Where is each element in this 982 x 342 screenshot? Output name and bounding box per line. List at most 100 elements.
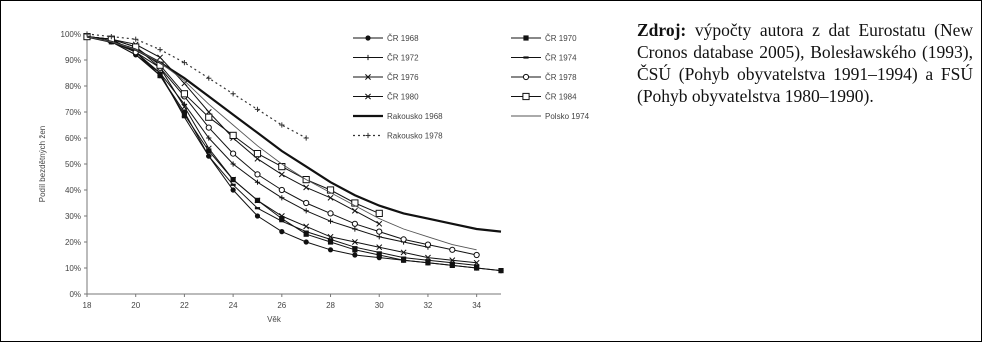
y-tick-label: 0%: [69, 290, 81, 299]
legend-label: ČR 1980: [387, 93, 419, 102]
legend-label: ČR 1978: [545, 73, 577, 82]
data-point: [400, 236, 407, 243]
data-point: [376, 220, 383, 227]
legend-marker: [523, 35, 529, 41]
data-point: [498, 268, 504, 274]
data-point: [376, 244, 383, 251]
legend-marker: [365, 93, 371, 100]
y-tick-label: 100%: [61, 30, 81, 39]
source-note-text: výpočty autora z dat Eurostatu (New Cron…: [637, 20, 973, 106]
series-line-1: [86, 36, 502, 272]
data-point: [253, 150, 262, 158]
series-line-0: [86, 36, 502, 272]
y-tick-label: 20%: [65, 238, 81, 247]
legend-marker: [365, 74, 371, 80]
data-point: [181, 80, 188, 87]
source-note-lead: Zdroj:: [637, 20, 687, 40]
data-point: [181, 60, 188, 66]
data-point: [351, 220, 358, 227]
data-point: [279, 195, 285, 201]
y-tick-label: 80%: [65, 82, 81, 91]
data-point: [230, 176, 237, 183]
source-note: Zdroj: výpočty autora z dat Eurostatu (N…: [637, 19, 973, 107]
data-point: [376, 234, 382, 240]
data-point: [108, 34, 114, 40]
data-point: [352, 247, 358, 253]
series-line-9: [86, 36, 477, 251]
data-point: [327, 194, 334, 201]
x-axis-title: Věk: [267, 315, 282, 324]
legend-label: ČR 1976: [387, 73, 419, 82]
data-point: [230, 91, 236, 97]
y-tick-label: 30%: [65, 212, 81, 221]
data-point: [254, 179, 261, 185]
legend-marker: [365, 35, 371, 41]
legend-label: Rakousko 1968: [387, 112, 443, 121]
chart-container: 0% 10% 20% 30% 40% 50% 60% 70% 80% 90% 100% 18 20 22 2…: [1, 1, 629, 341]
data-point: [205, 124, 212, 131]
data-point: [206, 135, 212, 141]
data-point: [254, 106, 261, 112]
data-point: [352, 226, 358, 232]
data-point: [303, 199, 310, 207]
data-point: [230, 161, 236, 167]
data-point: [424, 254, 431, 261]
legend-label: ČR 1970: [545, 34, 577, 43]
data-point: [181, 112, 188, 118]
x-tick-label: 30: [375, 301, 384, 310]
series-line-10: [86, 33, 307, 139]
x-tick-label: 34: [472, 301, 481, 310]
data-point: [375, 209, 383, 218]
x-tick-label: 22: [180, 301, 189, 310]
x-tick-label: 20: [131, 301, 140, 310]
data-point: [157, 54, 164, 61]
data-point: [351, 239, 358, 245]
data-point: [205, 145, 212, 152]
legend-marker: [365, 132, 371, 139]
data-point: [180, 90, 189, 98]
data-point: [327, 233, 334, 240]
y-tick-label: 70%: [65, 108, 81, 117]
x-tick-label: 26: [277, 301, 286, 310]
legend-marker: [522, 73, 530, 81]
data-point: [303, 208, 309, 214]
data-point: [205, 113, 213, 121]
data-point: [133, 36, 139, 42]
legend-label: ČR 1984: [545, 93, 577, 102]
data-point: [376, 228, 383, 235]
data-point: [206, 75, 212, 81]
y-tick-label: 90%: [65, 56, 81, 65]
data-point: [278, 186, 285, 194]
data-point: [327, 218, 334, 224]
data-point: [254, 197, 261, 204]
data-point: [449, 246, 456, 253]
data-point: [473, 251, 480, 259]
data-point: [230, 150, 237, 157]
data-point: [376, 252, 382, 258]
data-point: [449, 262, 455, 268]
legend-marker: [522, 92, 530, 101]
data-point: [279, 229, 285, 235]
data-point: [327, 239, 334, 245]
x-tick-label: 18: [83, 301, 92, 310]
series-line-6: [86, 36, 380, 225]
x-tick-label: 24: [229, 301, 238, 310]
data-point: [351, 207, 358, 214]
y-tick-label: 50%: [65, 160, 81, 169]
data-point: [303, 239, 309, 245]
data-point: [473, 259, 480, 266]
y-tick-label: 40%: [65, 186, 81, 195]
data-point: [400, 257, 407, 263]
data-point: [278, 213, 285, 219]
data-point: [303, 184, 310, 191]
data-point: [254, 171, 261, 178]
line-chart: 0% 10% 20% 30% 40% 50% 60% 70% 80% 90% 100% 18 20 22 2…: [38, 30, 590, 324]
x-tick-label: 32: [423, 301, 432, 310]
data-point: [474, 265, 480, 271]
data-point: [279, 216, 285, 222]
data-point: [303, 135, 309, 141]
data-point: [303, 223, 310, 230]
data-point: [278, 171, 285, 178]
legend-label: Polsko 1974: [545, 112, 590, 121]
data-point: [303, 231, 309, 237]
